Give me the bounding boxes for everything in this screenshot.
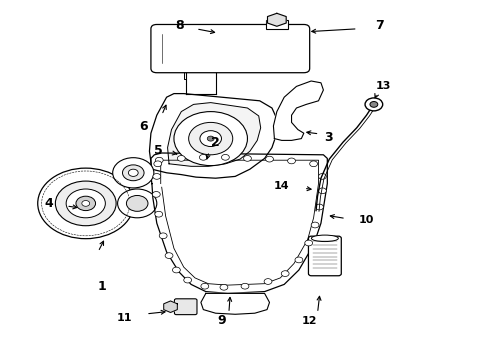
Circle shape: [370, 102, 378, 107]
Polygon shape: [268, 13, 286, 26]
Circle shape: [295, 257, 303, 263]
Circle shape: [310, 161, 318, 167]
Text: 10: 10: [359, 215, 374, 225]
Text: 3: 3: [324, 131, 333, 144]
Circle shape: [155, 211, 163, 217]
Circle shape: [189, 122, 233, 155]
Circle shape: [199, 154, 207, 160]
Circle shape: [200, 131, 221, 147]
Polygon shape: [273, 81, 323, 140]
Circle shape: [165, 253, 173, 258]
Circle shape: [113, 158, 154, 188]
Text: 4: 4: [45, 197, 53, 210]
Circle shape: [66, 189, 105, 218]
Text: 2: 2: [211, 136, 220, 149]
Circle shape: [154, 161, 162, 167]
Circle shape: [264, 279, 272, 284]
Circle shape: [38, 168, 134, 239]
Polygon shape: [149, 94, 277, 178]
Circle shape: [316, 204, 323, 210]
Circle shape: [153, 174, 161, 179]
Circle shape: [128, 169, 138, 176]
Text: 1: 1: [98, 280, 106, 293]
Text: 6: 6: [139, 120, 147, 133]
FancyBboxPatch shape: [309, 236, 342, 276]
Circle shape: [122, 165, 144, 181]
FancyBboxPatch shape: [151, 24, 310, 73]
Circle shape: [207, 136, 214, 141]
Circle shape: [305, 240, 313, 246]
Polygon shape: [168, 103, 261, 166]
Circle shape: [201, 283, 209, 289]
Circle shape: [281, 271, 289, 276]
Polygon shape: [201, 293, 270, 314]
Text: 13: 13: [376, 81, 392, 91]
Circle shape: [174, 112, 247, 166]
Bar: [266, 20, 288, 29]
Circle shape: [159, 233, 167, 239]
Circle shape: [55, 181, 116, 226]
Polygon shape: [151, 153, 327, 293]
Text: 9: 9: [217, 314, 226, 327]
Circle shape: [221, 154, 229, 160]
Circle shape: [266, 156, 273, 162]
Ellipse shape: [312, 235, 339, 242]
Circle shape: [318, 174, 326, 179]
Polygon shape: [164, 301, 177, 312]
Circle shape: [244, 156, 251, 161]
Text: 11: 11: [116, 312, 132, 323]
Circle shape: [288, 158, 295, 164]
Circle shape: [365, 98, 383, 111]
Text: 14: 14: [273, 181, 289, 192]
Text: 8: 8: [175, 19, 184, 32]
Circle shape: [76, 196, 96, 211]
Circle shape: [172, 267, 180, 273]
Text: 5: 5: [154, 144, 163, 157]
Circle shape: [241, 283, 249, 289]
Circle shape: [318, 188, 326, 194]
Circle shape: [311, 222, 319, 228]
FancyBboxPatch shape: [174, 299, 197, 315]
Circle shape: [184, 277, 192, 283]
Circle shape: [82, 201, 90, 206]
Circle shape: [126, 195, 148, 211]
Circle shape: [118, 189, 157, 218]
Circle shape: [177, 156, 185, 161]
Text: 7: 7: [375, 19, 384, 32]
Circle shape: [152, 192, 160, 197]
Circle shape: [155, 157, 163, 163]
Circle shape: [220, 284, 228, 290]
Text: 12: 12: [302, 316, 318, 326]
